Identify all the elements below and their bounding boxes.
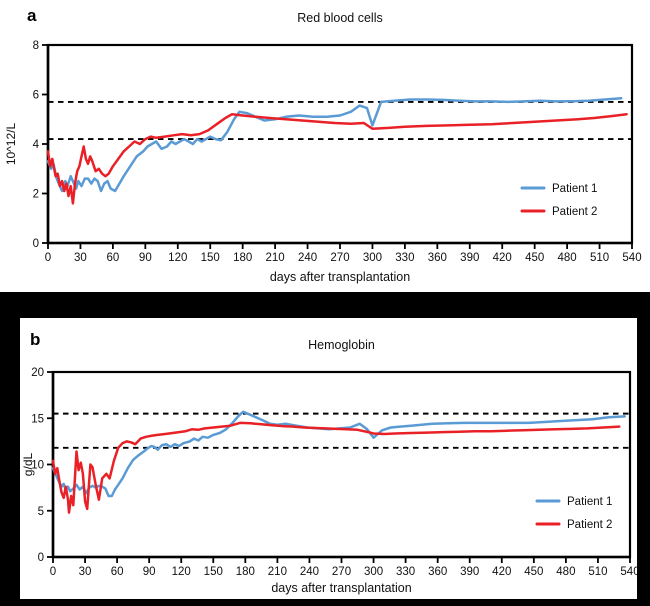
x-tick-label: 510 (590, 252, 609, 264)
plot-border (51, 370, 632, 559)
y-tick-label: 15 (31, 413, 44, 425)
x-tick-label: 480 (556, 566, 575, 578)
x-tick-label: 360 (428, 252, 447, 264)
x-tick-label: 150 (201, 252, 220, 264)
panel-b-inner: b Hemoglobin days after transplantation g/… (20, 318, 637, 599)
x-tick-label: 450 (524, 566, 543, 578)
panel-a-letter: a (27, 6, 37, 25)
x-tick-label: 300 (364, 566, 383, 578)
series-line-patient-2 (51, 421, 621, 514)
x-tick-label: 360 (428, 566, 447, 578)
legend-label: Patient 2 (552, 206, 597, 218)
x-tick-label: 210 (268, 566, 287, 578)
hemoglobin-chart: Hemoglobin days after transplantation g/dL… (21, 338, 637, 595)
x-tick-label: 270 (332, 566, 351, 578)
x-tick-label: 150 (204, 566, 223, 578)
series-line-patient-1 (51, 410, 626, 498)
x-tick-label: 390 (460, 252, 479, 264)
series-line-patient-1 (46, 96, 623, 193)
x-tick-label: 90 (139, 252, 152, 264)
x-tick-label: 240 (300, 566, 319, 578)
x-tick-label: 30 (74, 252, 87, 264)
chart-title: Hemoglobin (308, 338, 375, 352)
x-tick-label: 330 (395, 252, 414, 264)
x-tick-label: 0 (45, 252, 51, 264)
legend-label: Patient 1 (567, 496, 612, 508)
plot-border (46, 43, 634, 245)
x-tick-label: 420 (493, 252, 512, 264)
x-tick-label: 0 (50, 566, 56, 578)
x-tick-label: 420 (492, 566, 511, 578)
y-tick-label: 20 (31, 367, 44, 379)
rbc-chart: Red blood cells days after transplantatio… (4, 11, 642, 284)
x-tick-label: 480 (558, 252, 577, 264)
chart-title: Red blood cells (297, 11, 382, 25)
y-tick-label: 8 (33, 40, 39, 52)
x-axis-label: days after transplantation (271, 581, 411, 595)
y-tick-label: 4 (33, 139, 40, 151)
y-tick-label: 10 (31, 460, 44, 472)
legend-label: Patient 2 (567, 519, 612, 531)
x-tick-label: 240 (298, 252, 317, 264)
y-axis-label: 10^12/L (4, 123, 18, 166)
x-tick-label: 60 (106, 252, 119, 264)
panel-b-letter: b (30, 330, 41, 349)
x-tick-label: 540 (622, 252, 641, 264)
y-tick-label: 0 (38, 552, 44, 564)
x-tick-label: 450 (525, 252, 544, 264)
y-tick-label: 0 (33, 238, 39, 250)
x-tick-label: 180 (236, 566, 255, 578)
x-tick-label: 120 (168, 252, 187, 264)
x-tick-label: 540 (620, 566, 637, 578)
legend-label: Patient 1 (552, 183, 597, 195)
y-tick-label: 6 (33, 90, 39, 102)
x-tick-label: 300 (363, 252, 382, 264)
x-tick-label: 390 (460, 566, 479, 578)
x-tick-label: 330 (396, 566, 415, 578)
y-tick-label: 5 (38, 506, 44, 518)
x-tick-label: 270 (330, 252, 349, 264)
x-tick-label: 30 (79, 566, 92, 578)
x-tick-label: 60 (111, 566, 124, 578)
x-axis-label: days after transplantation (270, 270, 410, 284)
y-axis-label: g/dL (21, 452, 35, 476)
x-tick-label: 210 (266, 252, 285, 264)
x-tick-label: 510 (588, 566, 607, 578)
x-tick-label: 90 (143, 566, 156, 578)
y-tick-label: 2 (33, 189, 39, 201)
x-tick-label: 120 (172, 566, 191, 578)
x-tick-label: 180 (233, 252, 252, 264)
series-line-patient-2 (46, 113, 628, 205)
panel-b-frame: b Hemoglobin days after transplantation g/… (0, 292, 650, 606)
